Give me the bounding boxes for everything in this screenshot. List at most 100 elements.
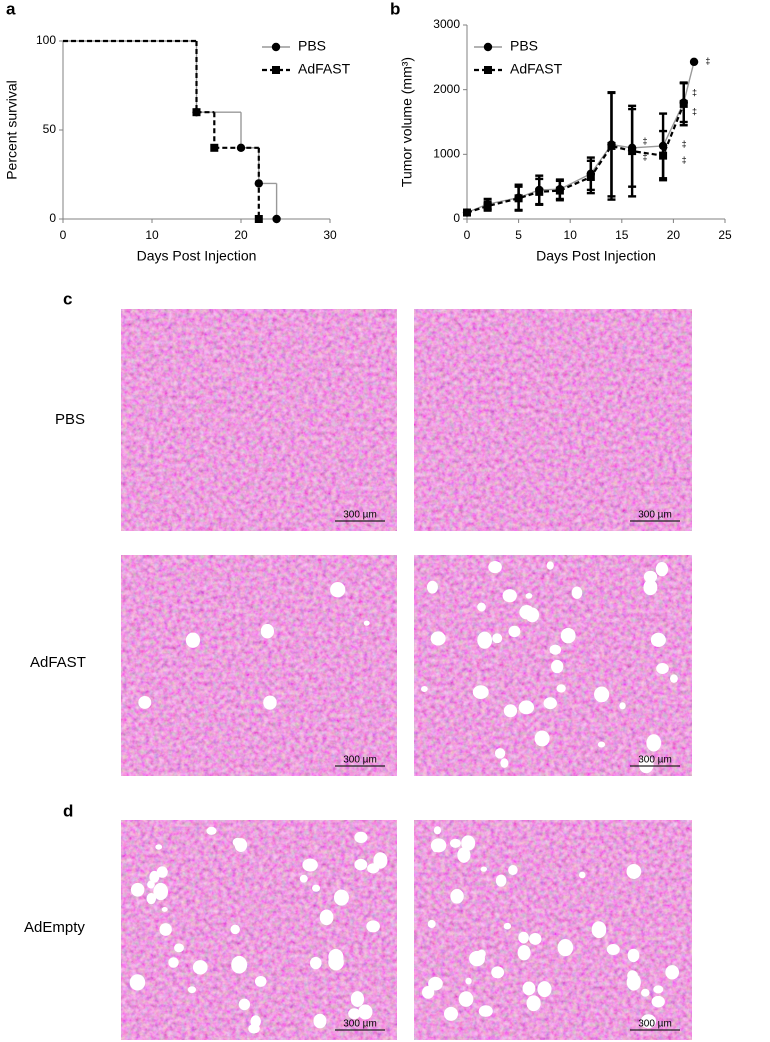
x-tick-label: 0 (464, 228, 471, 242)
vacuole (525, 593, 533, 599)
vacuole (232, 837, 243, 847)
annotation: ‡ (642, 152, 647, 162)
vacuole (206, 826, 217, 835)
vacuole (534, 730, 550, 747)
vacuole (543, 697, 557, 710)
x-axis-label: Days Post Injection (536, 248, 656, 264)
marker (484, 66, 492, 74)
vacuole (313, 1013, 327, 1029)
vacuole (146, 893, 157, 905)
marker (210, 143, 219, 152)
vacuole (503, 704, 518, 718)
vacuole (161, 907, 168, 912)
vacuole (653, 985, 664, 994)
histology-texture (121, 309, 397, 531)
marker (607, 141, 616, 150)
vacuole (260, 623, 275, 639)
vacuole (626, 973, 641, 991)
vacuole (491, 966, 505, 979)
vacuole (508, 625, 521, 638)
vacuole (427, 919, 436, 929)
vacuole (457, 847, 471, 863)
vacuole (557, 939, 574, 957)
vacuole (651, 995, 665, 1008)
vacuole (597, 741, 606, 748)
vacuole (254, 975, 267, 987)
vacuole (529, 933, 542, 945)
vacuole (230, 924, 240, 935)
marker (192, 108, 201, 117)
vacuole (309, 956, 322, 970)
marker (463, 208, 471, 217)
vacuole (348, 1008, 361, 1020)
marker (271, 42, 281, 52)
vacuole (433, 826, 442, 835)
vacuole (494, 748, 506, 759)
marker (535, 187, 544, 196)
marker (483, 202, 492, 211)
marker (555, 186, 564, 195)
vacuole (549, 644, 562, 655)
vacuole (477, 631, 493, 649)
x-tick-label: 25 (718, 228, 732, 242)
vacuole (358, 1004, 373, 1020)
vacuole (450, 888, 464, 904)
vacuole (354, 831, 368, 844)
vacuole (619, 702, 626, 710)
panel-label: d (63, 801, 73, 820)
vacuole (560, 627, 576, 644)
vacuole (432, 845, 439, 853)
vacuole (250, 1015, 261, 1028)
vacuole (366, 920, 380, 933)
vacuole (312, 884, 321, 892)
vacuole (643, 570, 658, 583)
legend-label: AdFAST (510, 61, 563, 77)
vacuole (129, 974, 146, 991)
vacuole (472, 685, 489, 699)
vacuole (495, 874, 507, 887)
marker (628, 147, 637, 156)
vacuole (156, 866, 168, 878)
marker (689, 57, 699, 67)
y-axis-label: Percent survival (4, 80, 20, 180)
vacuole (643, 579, 658, 596)
vacuole (656, 663, 669, 674)
y-axis-label: Tumor volume (mm³) (399, 57, 415, 187)
vacuole (461, 835, 476, 851)
vacuole (556, 684, 566, 693)
marker (272, 66, 280, 74)
vacuole (665, 965, 680, 980)
panel-label: a (6, 0, 16, 18)
marker (483, 42, 493, 52)
legend-label: PBS (510, 38, 538, 54)
vacuole (626, 863, 642, 879)
x-tick-label: 30 (323, 228, 337, 242)
x-tick-label: 10 (564, 228, 578, 242)
annotation: ‡ (692, 107, 697, 117)
vacuole (130, 882, 145, 897)
vacuole (421, 986, 435, 999)
vacuole (138, 696, 152, 709)
vacuole (469, 950, 485, 967)
annotation: ‡ (705, 56, 710, 66)
vacuole (503, 922, 512, 930)
scale-bar-label: 300 µm (638, 510, 672, 521)
histology-texture (121, 555, 397, 776)
vacuole (465, 977, 472, 985)
vacuole (168, 957, 179, 968)
marker (679, 99, 688, 108)
vacuole (522, 981, 536, 996)
y-tick-label: 100 (36, 33, 56, 47)
vacuole (192, 960, 208, 975)
vacuole (571, 586, 583, 599)
vacuole (153, 882, 169, 901)
vacuole (328, 948, 344, 966)
vacuole (546, 561, 554, 570)
vacuole (537, 981, 552, 998)
marker (514, 194, 523, 203)
vacuole (477, 602, 486, 612)
annotation: ‡ (642, 136, 647, 146)
histology-texture (414, 820, 692, 1040)
annotation: ‡ (682, 139, 687, 149)
